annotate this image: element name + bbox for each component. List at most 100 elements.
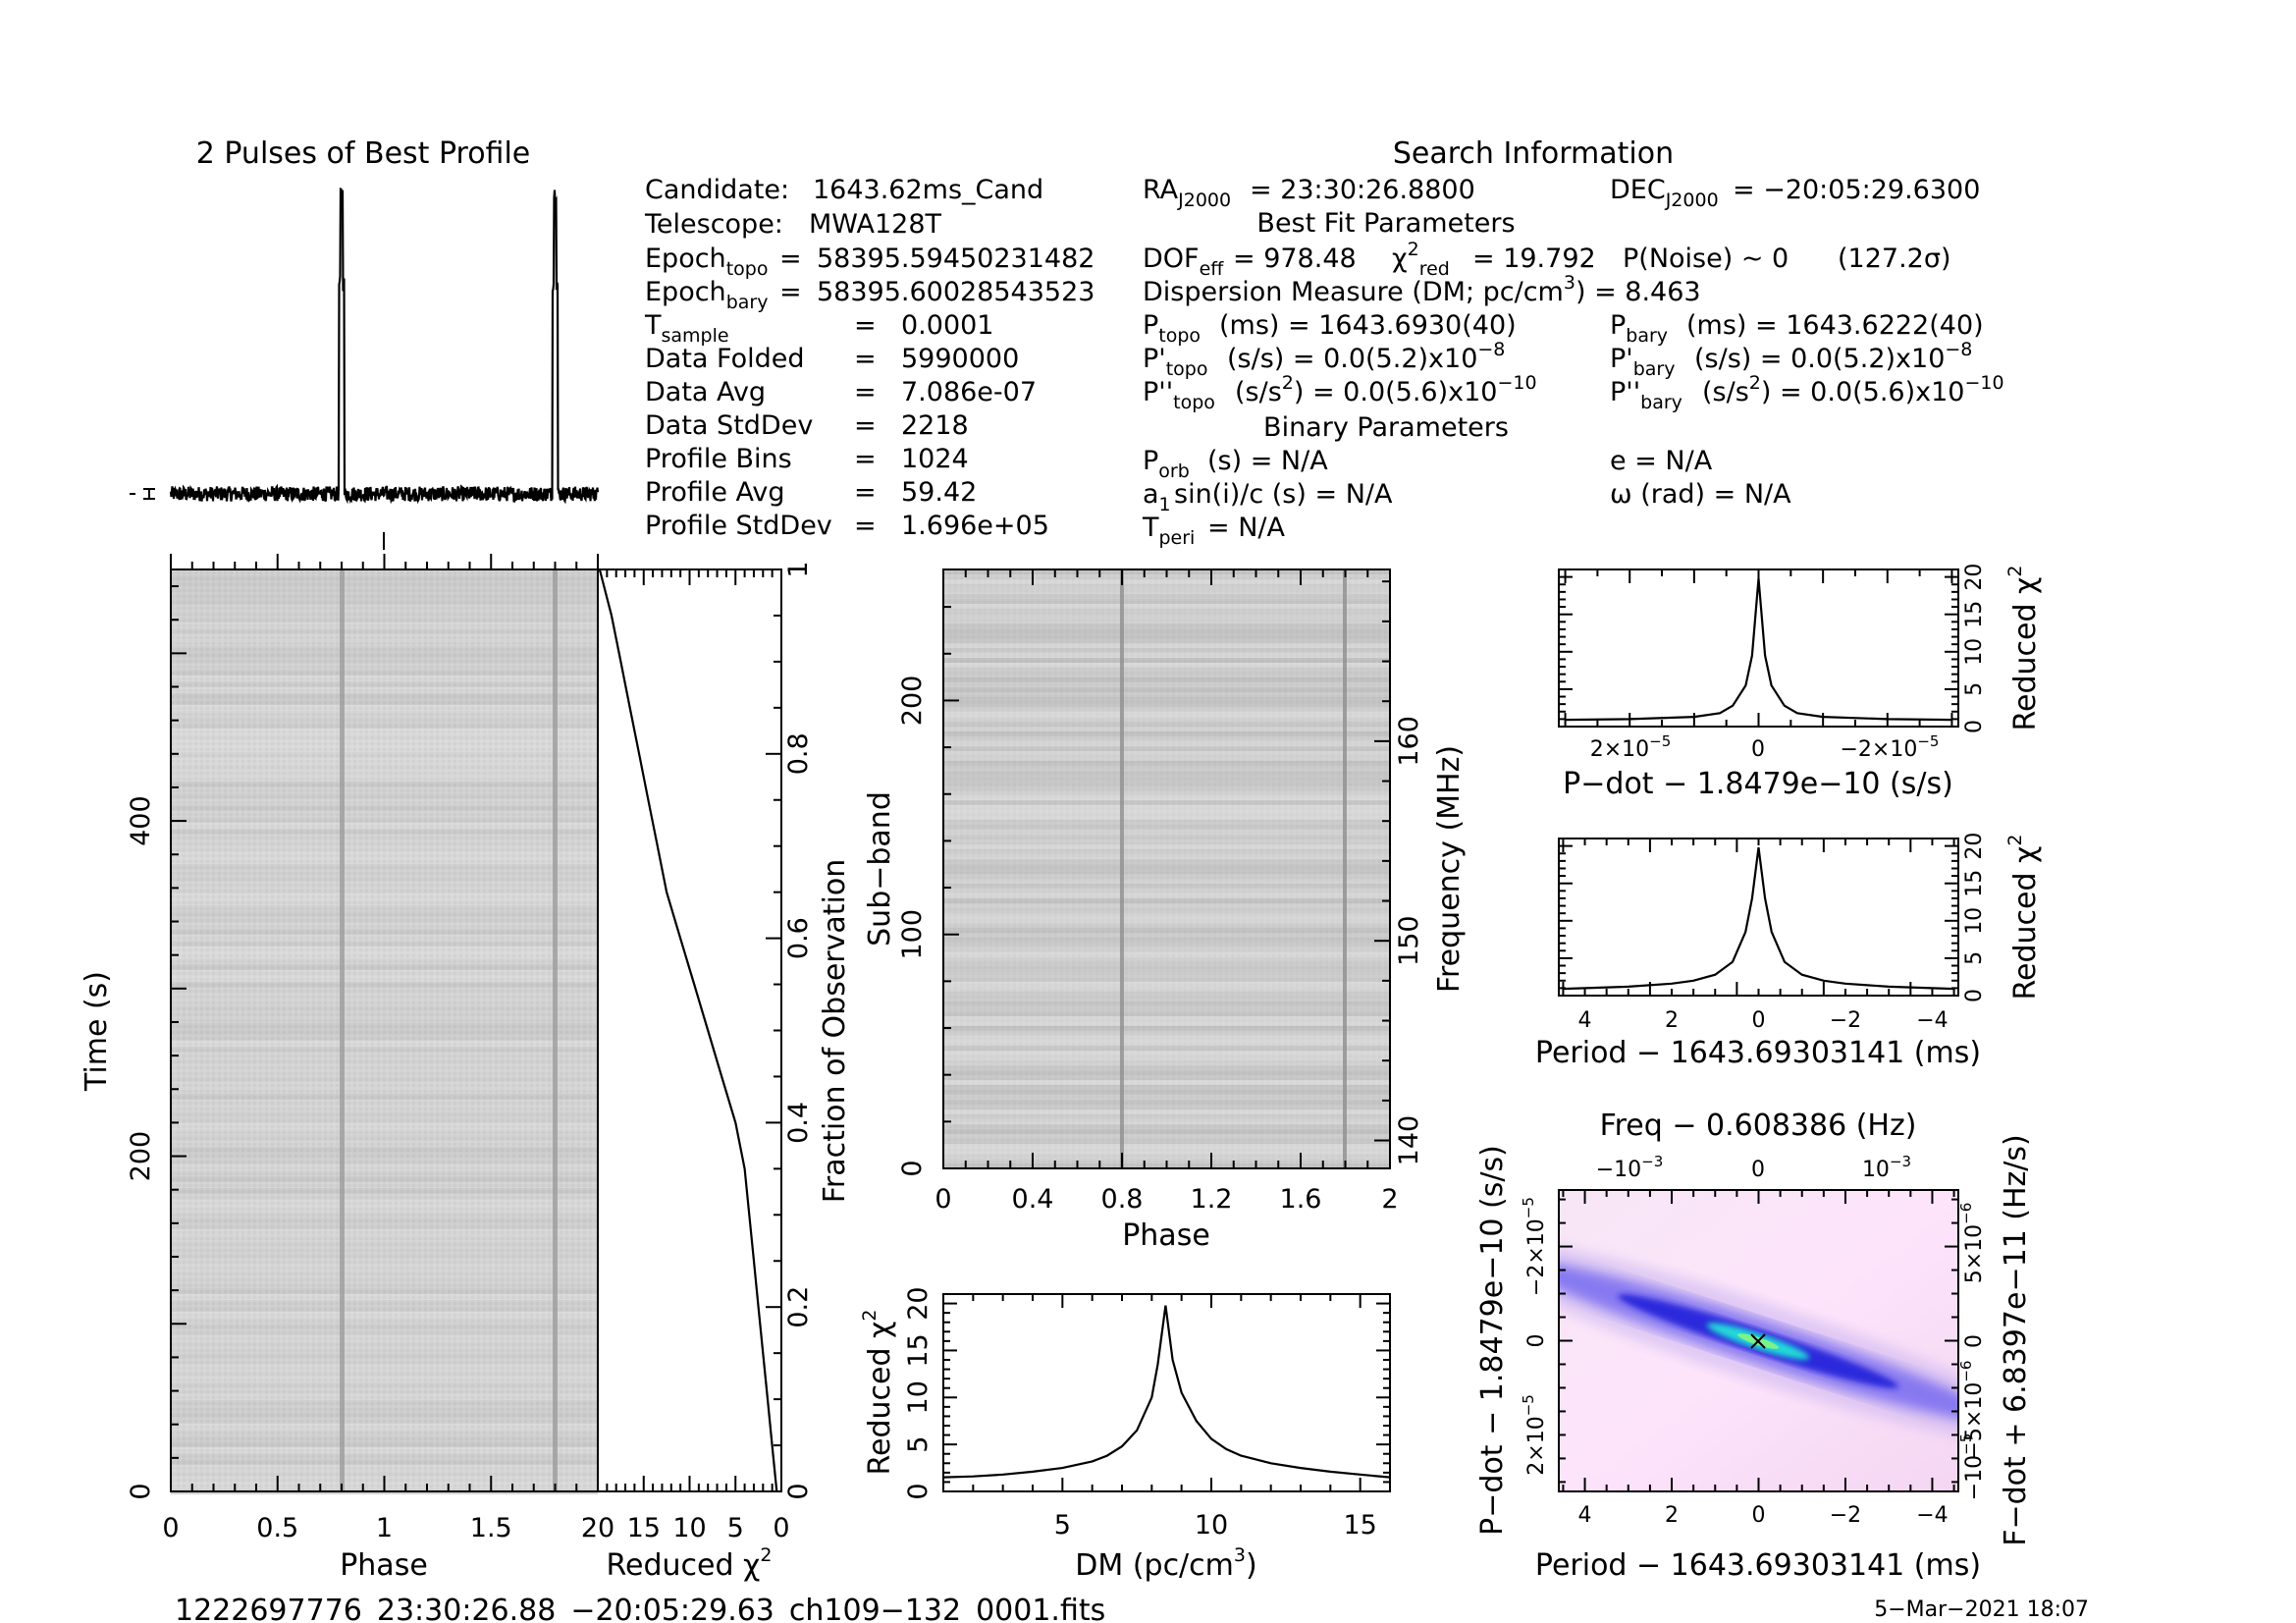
telescope-value: MWA128T <box>809 209 942 240</box>
profile-plot <box>130 187 600 505</box>
subband-stripe <box>943 648 1390 653</box>
pp-xtick-label: 4 <box>1578 1503 1592 1528</box>
pp-top-label: Freq − 0.608386 (Hz) <box>1600 1109 1917 1143</box>
subband-stripe <box>943 987 1390 992</box>
pp-ytick-label: 2×10−5 <box>1520 1394 1549 1476</box>
subband-stripe <box>943 599 1390 604</box>
pp-rtick-base: 0 <box>1962 1334 1987 1348</box>
epoch-topo-label: Epochtopo <box>645 243 768 280</box>
subband-stripe <box>943 815 1390 820</box>
pdbary-value: (s/s) = 0.0(5.2)x10−8 <box>1694 339 1972 374</box>
pp-rtick-base: −5×10 <box>1962 1382 1987 1460</box>
subband-xtick-label: 2 <box>1381 1184 1398 1215</box>
subband-stripe <box>943 1124 1390 1129</box>
info-row-value: 1024 <box>901 444 969 474</box>
subband-stripe <box>943 903 1390 908</box>
subband-stripe <box>943 849 1390 854</box>
subband-stripe <box>943 1114 1390 1119</box>
dm-ytick-label: 10 <box>903 1380 934 1414</box>
period-ytick-label: 15 <box>1962 870 1987 897</box>
ptopo-value: (ms) = 1643.6930(40) <box>1219 310 1517 341</box>
fraction-tick-label: 0.2 <box>783 1286 814 1328</box>
subband-stripe <box>943 609 1390 614</box>
dof-label: DOFeff <box>1143 243 1224 280</box>
period-ytick-label: 20 <box>1962 833 1987 860</box>
subband-stripe <box>943 864 1390 869</box>
dm-xlabel: DM (pc/cm3) <box>1075 1544 1256 1583</box>
chi-fraction-xlabel: Reduced χ2 <box>607 1544 773 1583</box>
period-ytick-label: 5 <box>1962 951 1987 965</box>
a1-label: a1 <box>1143 479 1171 515</box>
info-row-eq: = <box>854 511 877 541</box>
subband-stripe <box>943 727 1390 731</box>
subband-stripe <box>943 844 1390 849</box>
pp-best-marker <box>1750 1333 1766 1349</box>
pp-ytick-exp: −5 <box>1520 1394 1537 1416</box>
pulse-track-2 <box>553 569 558 1491</box>
subband-stripe <box>943 717 1390 722</box>
subband-stripe <box>943 1105 1390 1109</box>
pddtopo-label: P''topo <box>1143 377 1215 413</box>
candidate-label: Candidate: <box>645 175 789 205</box>
pdot-xtick-right: −2×10−5 <box>1841 732 1940 762</box>
period-xtick-label: −2 <box>1830 1008 1861 1033</box>
tperi-value: = N/A <box>1207 513 1285 543</box>
pp-ylabel: P−dot − 1.8479e−10 (s/s) <box>1475 1145 1510 1536</box>
pp-rtick-base: −10 <box>1962 1455 1987 1500</box>
pddbary-value: (s/s2) = 0.0(5.6)x10−10 <box>1702 372 2004 407</box>
subband-stripe <box>943 692 1390 697</box>
info-row-eq: = <box>854 344 877 374</box>
subband-stripe <box>943 943 1390 947</box>
subband-stripe <box>943 859 1390 864</box>
subband-stripe <box>943 820 1390 825</box>
subband-stripe <box>943 1001 1390 1006</box>
info-row-eq: = <box>854 444 877 474</box>
subband-stripe <box>943 712 1390 717</box>
tsample-label: Tsample <box>644 310 729 347</box>
time-phase-xtick-label: 0 <box>162 1513 179 1543</box>
dm-ytick-label: 5 <box>903 1436 934 1453</box>
subband-stripe <box>943 1129 1390 1134</box>
porb-value: (s) = N/A <box>1207 446 1328 476</box>
subband-stripe <box>943 697 1390 702</box>
time-phase-xtick-label: 1 <box>376 1513 393 1543</box>
pp-xtick-label: −2 <box>1830 1503 1861 1528</box>
dm-ytick-label: 15 <box>903 1333 934 1367</box>
info-row-value: 5990000 <box>901 344 1019 374</box>
subband-stripe <box>943 839 1390 844</box>
subband-ylabel: Sub−band <box>863 791 897 947</box>
chi-fraction-xtick-label: 15 <box>627 1513 661 1543</box>
profile-title: 2 Pulses of Best Profile <box>196 136 531 171</box>
chi-fraction-plot: 20 15 10 5 0 00.20.40.60.81 Reduced χ2 Fract… <box>581 561 852 1583</box>
pp-ytick-base: 2×10 <box>1524 1416 1549 1475</box>
dm-curve <box>942 1305 1391 1479</box>
time-phase-ytick-label: 200 <box>126 1131 156 1182</box>
fraction-tick-label: 0.4 <box>783 1102 814 1144</box>
binary-title: Binary Parameters <box>1263 412 1509 443</box>
chi-fraction-curve <box>598 568 778 1492</box>
period-curve <box>1563 847 1954 991</box>
period-xtick-label: −4 <box>1916 1008 1948 1033</box>
pp-rtick-exp: −6 <box>1957 1361 1975 1382</box>
dm-ytick-label: 20 <box>903 1286 934 1320</box>
info-row-eq: = <box>854 377 877 407</box>
dm-ytick-label: 0 <box>903 1483 934 1499</box>
pp-rtick-exp: −5 <box>1957 1434 1975 1455</box>
subband-stripe <box>943 1149 1390 1154</box>
subband-stripe <box>943 731 1390 736</box>
time-phase-ytick-label: 400 <box>126 795 156 846</box>
tperi-label: Tperi <box>1142 513 1195 549</box>
subband-stripe <box>943 1090 1390 1095</box>
dm-xtick-label: 5 <box>1054 1510 1071 1541</box>
dm-plot: 5 10 15 0 5 10 15 20 DM (pc/cm3) Reduced χ2 <box>859 1286 1391 1583</box>
subband-stripe <box>943 982 1390 987</box>
subband-stripe <box>943 589 1390 594</box>
subband-stripe <box>943 938 1390 943</box>
subband-stripe <box>943 893 1390 898</box>
subband-stripe <box>943 628 1390 633</box>
subband-stripe <box>943 579 1390 584</box>
subband-stripe <box>943 584 1390 589</box>
info-row-label: Profile Avg <box>645 477 785 508</box>
period-xlabel: Period − 1643.69303141 (ms) <box>1535 1036 1981 1070</box>
